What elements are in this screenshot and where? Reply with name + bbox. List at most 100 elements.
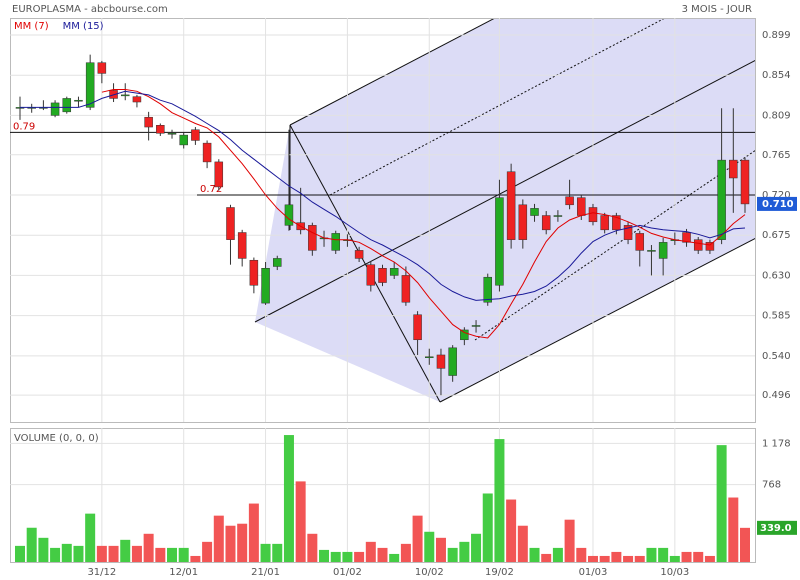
candle-body xyxy=(541,215,551,231)
y-tick-label: 1 178 xyxy=(762,438,791,449)
volume-bar xyxy=(447,547,458,562)
x-tick-label: 31/12 xyxy=(87,567,116,578)
last-price-box xyxy=(757,196,797,211)
candle-body xyxy=(577,197,586,216)
candle-body xyxy=(62,98,72,113)
volume-bar xyxy=(716,445,727,562)
volume-bar xyxy=(506,499,517,562)
candle-body xyxy=(658,242,668,259)
volume-bar xyxy=(599,555,610,562)
volume-bar xyxy=(202,541,213,562)
candle-body xyxy=(600,215,609,231)
volume-bar xyxy=(412,515,423,562)
volume-bar xyxy=(272,543,283,562)
annotation-label: 0.72 xyxy=(200,184,222,195)
volume-bar xyxy=(190,555,201,562)
candle-body xyxy=(413,314,422,341)
volume-bar xyxy=(155,547,166,562)
candle-body xyxy=(191,129,200,141)
candle-body xyxy=(50,102,60,116)
y-tick-label: 0.765 xyxy=(762,150,791,161)
volume-bar xyxy=(564,519,575,562)
channel-line xyxy=(474,150,755,341)
volume-bar xyxy=(260,543,271,562)
x-tick-label: 12/01 xyxy=(169,567,198,578)
volume-bar xyxy=(167,547,178,562)
candle-body xyxy=(530,208,539,216)
candle-body xyxy=(354,250,364,259)
volume-bar xyxy=(611,551,622,562)
volume-bar xyxy=(634,555,645,562)
volume-bar xyxy=(96,545,107,562)
channel-line xyxy=(254,59,755,323)
volume-bar xyxy=(587,555,598,562)
legend-label: MM (7) xyxy=(14,21,49,32)
volume-bar xyxy=(400,543,411,562)
candle-body xyxy=(308,225,317,251)
candle-body xyxy=(366,264,376,286)
y-tick-label: 0.675 xyxy=(762,230,791,241)
candle-body xyxy=(156,125,165,134)
volume-bar xyxy=(728,497,739,562)
candle-body xyxy=(214,161,224,188)
volume-bar xyxy=(143,533,154,562)
volume-bar xyxy=(471,533,482,562)
volume-bar xyxy=(85,513,96,562)
candle-body xyxy=(132,96,142,103)
volume-bar xyxy=(61,543,72,562)
volume-bar xyxy=(529,547,540,562)
candle-body xyxy=(647,250,656,252)
annotation-label: 0.79 xyxy=(13,121,35,132)
volume-bar xyxy=(658,547,669,562)
chart-title: EUROPLASMA - abcbourse.com xyxy=(12,4,168,15)
volume-bar xyxy=(26,527,37,562)
candle-body xyxy=(588,207,598,223)
candle-body xyxy=(448,347,457,376)
y-tick-label: 0.540 xyxy=(762,351,791,362)
candle-body xyxy=(261,268,270,304)
candle-body xyxy=(237,232,247,259)
x-tick-label: 01/03 xyxy=(579,567,608,578)
ma-line xyxy=(20,90,746,301)
volume-bar xyxy=(494,439,505,562)
volume-bar xyxy=(669,555,680,562)
y-tick-label: 0.496 xyxy=(762,390,791,401)
candle-body xyxy=(331,233,340,251)
last-price-label: 0.710 xyxy=(762,199,794,210)
volume-bar xyxy=(120,539,131,562)
candle-body xyxy=(202,142,212,163)
candle-body xyxy=(729,159,738,179)
candle-body xyxy=(740,159,750,205)
volume-bar xyxy=(552,547,563,562)
volume-bar xyxy=(354,551,365,562)
last-volume-label: 339.0 xyxy=(760,523,792,534)
volume-bar xyxy=(248,503,259,562)
y-tick-label: 768 xyxy=(762,480,781,491)
candle-body xyxy=(273,258,282,267)
candle-body xyxy=(85,62,95,108)
volume-bar xyxy=(319,549,330,562)
volume-title: VOLUME (0, 0, 0) xyxy=(14,433,99,444)
candle-body xyxy=(436,354,446,369)
pitchfork xyxy=(254,19,755,403)
volume-bar xyxy=(365,541,376,562)
volume-bar xyxy=(693,551,704,562)
candle-body xyxy=(389,268,399,276)
candle-body xyxy=(226,207,235,240)
channel-area xyxy=(255,19,755,402)
volume-bar xyxy=(541,553,552,562)
x-tick-label: 01/02 xyxy=(333,567,362,578)
y-tick-label: 0.630 xyxy=(762,270,791,281)
candle-body xyxy=(167,133,177,135)
candle-body xyxy=(635,233,645,251)
candle-body xyxy=(378,268,387,283)
layer: 0.496 0.540 0.585 0.630 0.675 0.720 0.765 0.809… xyxy=(10,18,791,578)
volume-bar xyxy=(50,547,61,562)
candle-body xyxy=(565,196,574,206)
volume-bar xyxy=(330,551,341,562)
candle-body xyxy=(506,171,516,240)
volume-bar xyxy=(435,537,446,562)
candle-body xyxy=(249,259,259,286)
volume-bar xyxy=(342,551,353,562)
